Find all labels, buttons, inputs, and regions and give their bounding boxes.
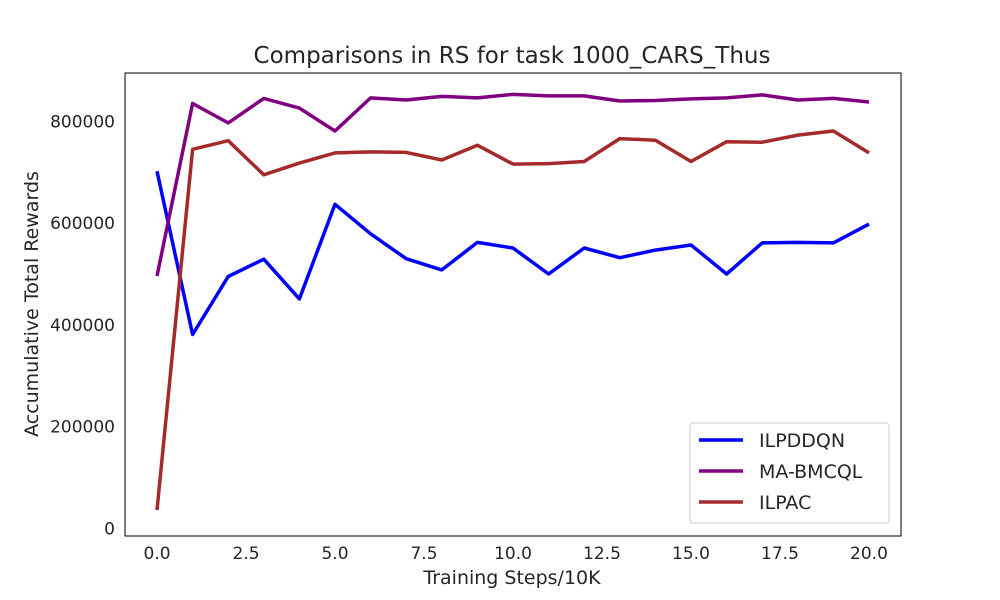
x-tick-label: 12.5 [583,544,621,564]
x-axis-label: Training Steps/10K [422,567,601,589]
legend-box [689,422,890,524]
x-tick-label: 20.0 [850,544,888,564]
x-tick-label: 15.0 [672,544,710,564]
series-layer [155,92,870,511]
plot-frame [124,72,902,537]
legend-label: ILPDDQN [759,430,845,452]
y-tick-label: 0 [104,519,115,539]
x-tick-label: 7.5 [410,544,437,564]
y-tick-label: 800000 [50,112,115,132]
x-tick-label: 2.5 [233,544,260,564]
x-tick-label: 17.5 [761,544,799,564]
series-line-ilpddqn [155,170,870,337]
legend-label: ILPAC [759,492,811,514]
x-tick-label: 10.0 [494,544,532,564]
legend-label: MA-BMCQL [759,461,863,483]
y-axis-label: Accumulative Total Rewards [21,171,43,437]
x-axis-ticks: 0.0 2.5 5.0 7.5 10.0 12.5 15.0 17.5 20.0 [144,544,888,564]
y-tick-label: 200000 [50,418,115,438]
legend: ILPDDQN MA-BMCQL ILPAC [689,422,890,524]
y-tick-label: 400000 [50,316,115,336]
y-tick-label: 600000 [50,214,115,234]
x-tick-label: 0.0 [144,544,171,564]
y-axis-ticks: 0 200000 400000 600000 800000 [50,112,115,539]
series-line-ma-bmcql [155,92,870,277]
chart-title: Comparisons in RS for task 1000_CARS_Thu… [254,43,771,69]
series-line-ilpac [155,129,870,511]
x-tick-label: 5.0 [321,544,348,564]
